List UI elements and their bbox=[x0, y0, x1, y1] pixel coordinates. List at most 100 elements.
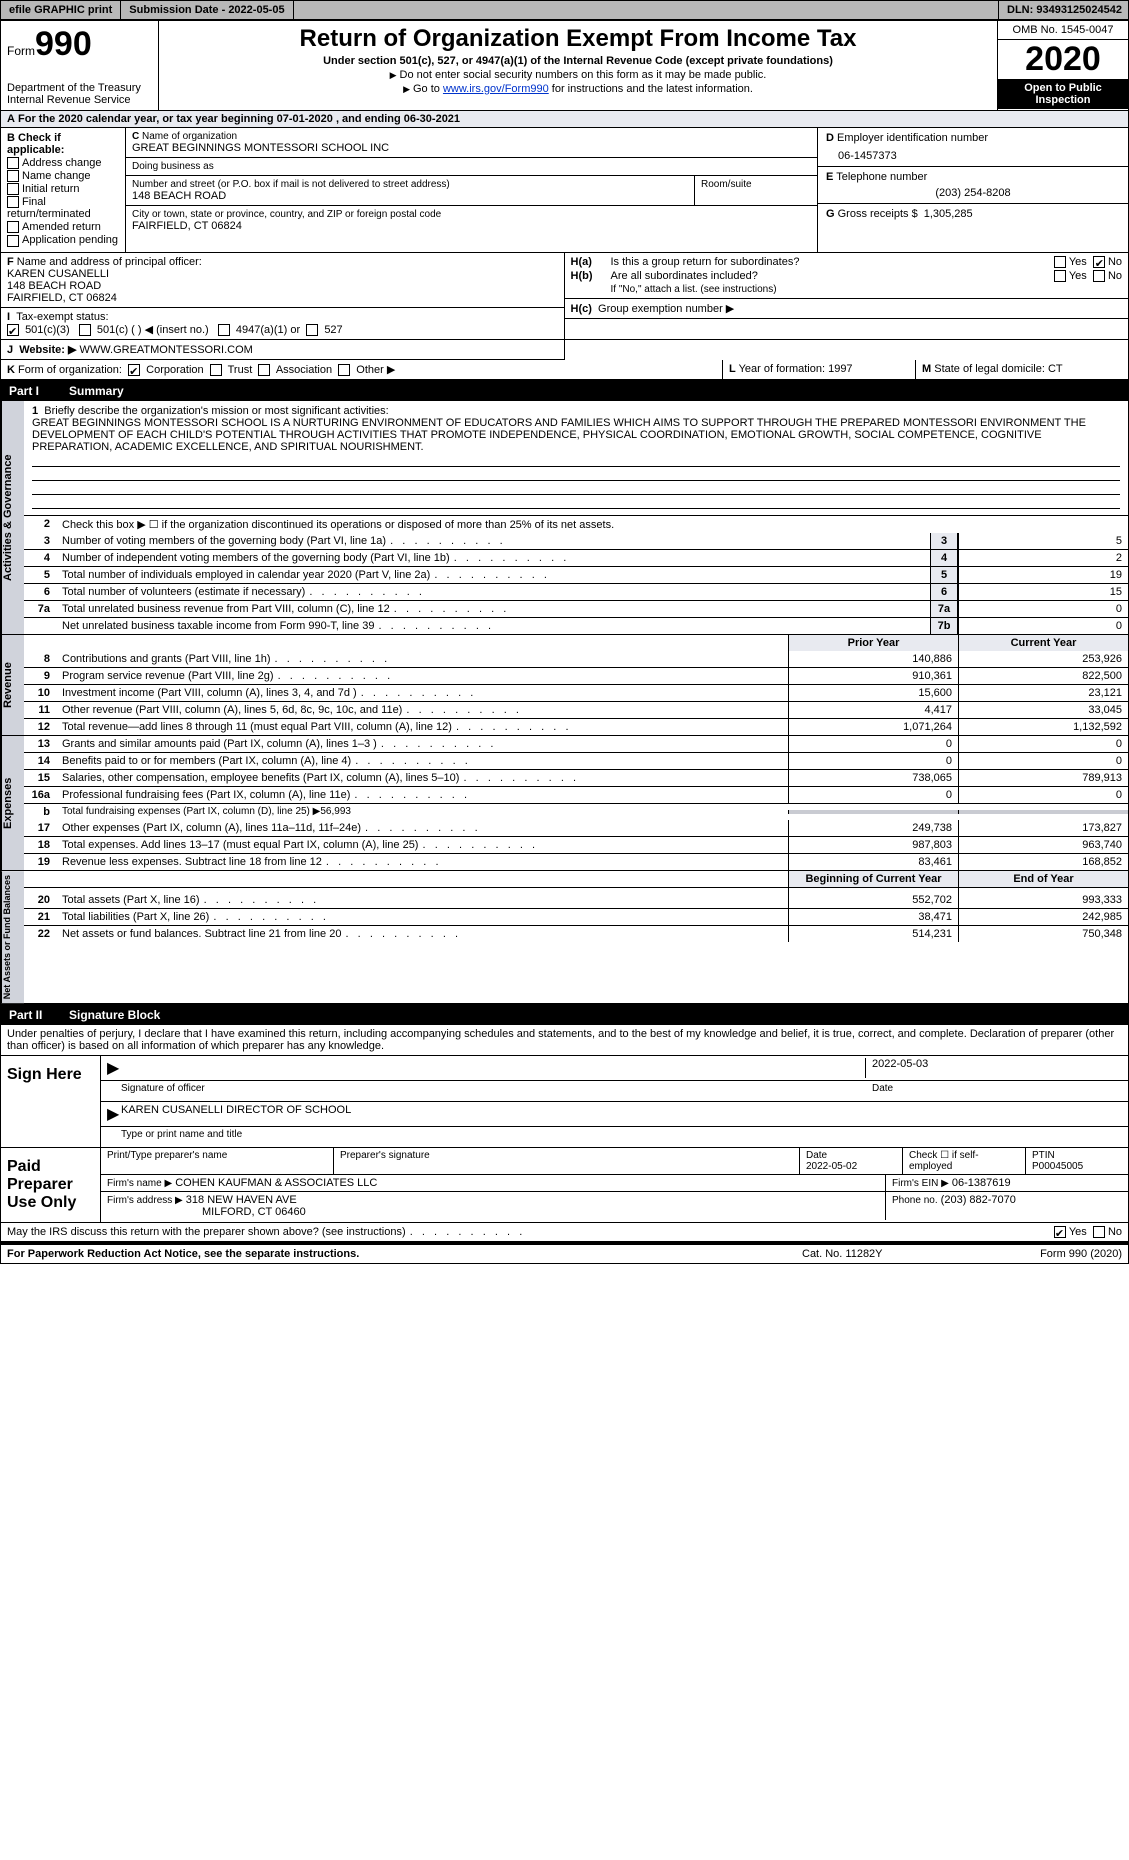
expenses-tab: Expenses bbox=[1, 736, 24, 870]
corp-check[interactable]: ✔ bbox=[128, 364, 140, 376]
paperwork-notice: For Paperwork Reduction Act Notice, see … bbox=[7, 1248, 802, 1260]
addr-change-check[interactable]: Address change bbox=[7, 157, 119, 169]
table-row: 14Benefits paid to or for members (Part … bbox=[24, 752, 1128, 769]
firm-name: COHEN KAUFMAN & ASSOCIATES LLC bbox=[175, 1177, 377, 1189]
dln-label: DLN: 93493125024542 bbox=[998, 1, 1128, 19]
table-row: 16aProfessional fundraising fees (Part I… bbox=[24, 786, 1128, 803]
firm-ein: 06-1387619 bbox=[952, 1177, 1011, 1189]
submission-date: Submission Date - 2022-05-05 bbox=[121, 1, 293, 19]
eoy-head: End of Year bbox=[958, 871, 1128, 887]
part-i-header: Part I Summary bbox=[1, 381, 1128, 401]
self-employed-check[interactable]: Check ☐ if self-employed bbox=[903, 1148, 1026, 1174]
name-change-check[interactable]: Name change bbox=[7, 170, 119, 182]
ptin-value: P00045005 bbox=[1032, 1161, 1083, 1172]
revenue-tab: Revenue bbox=[1, 635, 24, 735]
other-check[interactable] bbox=[338, 364, 350, 376]
discuss-question: May the IRS discuss this return with the… bbox=[7, 1226, 1054, 1238]
form-subtitle: Under section 501(c), 527, or 4947(a)(1)… bbox=[165, 55, 991, 67]
form-label: Form bbox=[7, 44, 35, 58]
ssn-note: Do not enter social security numbers on … bbox=[165, 69, 991, 81]
print-name-label: Type or print name and title bbox=[121, 1129, 242, 1145]
prep-name-label: Print/Type preparer's name bbox=[101, 1148, 334, 1174]
goto-post: for instructions and the latest informat… bbox=[549, 83, 753, 95]
discuss-no-check[interactable] bbox=[1093, 1226, 1105, 1238]
ha-yes-check[interactable] bbox=[1054, 256, 1066, 268]
table-row: 8Contributions and grants (Part VIII, li… bbox=[24, 651, 1128, 667]
501c-check[interactable] bbox=[79, 324, 91, 336]
hb-question: Are all subordinates included? bbox=[611, 270, 1003, 282]
current-year-head: Current Year bbox=[958, 635, 1128, 651]
form-header: Form990 Department of the Treasury Inter… bbox=[1, 21, 1128, 111]
final-return-check[interactable]: Final return/terminated bbox=[7, 196, 119, 220]
form-title: Return of Organization Exempt From Incom… bbox=[165, 25, 991, 53]
table-row: 9Program service revenue (Part VIII, lin… bbox=[24, 667, 1128, 684]
table-row: 13Grants and similar amounts paid (Part … bbox=[24, 736, 1128, 752]
501c3-check[interactable]: ✔ bbox=[7, 324, 19, 336]
ein-value: 06-1457373 bbox=[826, 150, 1120, 162]
efile-label: efile GRAPHIC print bbox=[1, 1, 121, 19]
irs-label: Internal Revenue Service bbox=[7, 94, 152, 106]
line2-text: Check this box ▶ ☐ if the organization d… bbox=[56, 516, 1128, 533]
year-formation-label: Year of formation: bbox=[739, 363, 825, 375]
firm-phone: (203) 882-7070 bbox=[941, 1194, 1016, 1206]
state-domicile-label: State of legal domicile: bbox=[934, 363, 1045, 375]
discuss-yes-check[interactable]: ✔ bbox=[1054, 1226, 1066, 1238]
website-value: WWW.GREATMONTESSORI.COM bbox=[79, 344, 252, 356]
4947-check[interactable] bbox=[218, 324, 230, 336]
prior-year-head: Prior Year bbox=[788, 635, 958, 651]
table-row: 20Total assets (Part X, line 16)552,7029… bbox=[24, 892, 1128, 908]
irs-link[interactable]: www.irs.gov/Form990 bbox=[443, 83, 549, 95]
officer-label: Name and address of principal officer: bbox=[17, 256, 202, 268]
table-row: 6Total number of volunteers (estimate if… bbox=[24, 583, 1128, 600]
website-label: Website: ▶ bbox=[19, 344, 76, 356]
sign-here-label: Sign Here bbox=[1, 1056, 101, 1147]
governance-tab: Activities & Governance bbox=[1, 401, 24, 634]
form-footer: Form 990 (2020) bbox=[982, 1248, 1122, 1260]
gross-receipts-label: Gross receipts $ bbox=[838, 208, 918, 220]
table-row: 22Net assets or fund balances. Subtract … bbox=[24, 925, 1128, 942]
table-row: 15Salaries, other compensation, employee… bbox=[24, 769, 1128, 786]
table-row: 10Investment income (Part VIII, column (… bbox=[24, 684, 1128, 701]
org-name: GREAT BEGINNINGS MONTESSORI SCHOOL INC bbox=[132, 142, 811, 154]
sign-date: 2022-05-03 bbox=[866, 1058, 1122, 1078]
mission-label: Briefly describe the organization's miss… bbox=[44, 405, 388, 417]
officer-print-name: KAREN CUSANELLI DIRECTOR OF SCHOOL bbox=[121, 1104, 351, 1124]
527-check[interactable] bbox=[306, 324, 318, 336]
prep-date: 2022-05-02 bbox=[806, 1161, 857, 1172]
table-row: 11Other revenue (Part VIII, column (A), … bbox=[24, 701, 1128, 718]
table-row: 3Number of voting members of the governi… bbox=[24, 533, 1128, 549]
cat-no: Cat. No. 11282Y bbox=[802, 1248, 982, 1260]
tax-exempt-label: Tax-exempt status: bbox=[16, 311, 108, 323]
ha-no-check[interactable]: ✔ bbox=[1093, 256, 1105, 268]
org-name-label: Name of organization bbox=[142, 131, 237, 142]
hb-no-check[interactable] bbox=[1093, 270, 1105, 282]
phone-label: Telephone number bbox=[836, 171, 927, 183]
hb-yes-check[interactable] bbox=[1054, 270, 1066, 282]
table-row: 19Revenue less expenses. Subtract line 1… bbox=[24, 853, 1128, 870]
street-value: 148 BEACH ROAD bbox=[132, 190, 688, 202]
hc-label: Group exemption number ▶ bbox=[598, 303, 734, 315]
officer-name: KAREN CUSANELLI bbox=[7, 268, 558, 280]
amended-return-check[interactable]: Amended return bbox=[7, 221, 119, 233]
phone-value: (203) 254-8208 bbox=[826, 187, 1120, 199]
line16b-current bbox=[958, 810, 1128, 814]
table-row: 12Total revenue—add lines 8 through 11 (… bbox=[24, 718, 1128, 735]
table-row: 7aTotal unrelated business revenue from … bbox=[24, 600, 1128, 617]
street-label: Number and street (or P.O. box if mail i… bbox=[132, 179, 688, 190]
firm-addr2: MILFORD, CT 06460 bbox=[202, 1206, 306, 1218]
calendar-year-line: For the 2020 calendar year, or tax year … bbox=[18, 113, 460, 125]
check-if-label: Check if applicable: bbox=[7, 132, 64, 156]
form-org-label: Form of organization: bbox=[18, 364, 122, 376]
officer-city: FAIRFIELD, CT 06824 bbox=[7, 292, 558, 304]
sig-date-label: Date bbox=[872, 1083, 1122, 1099]
hb-note: If "No," attach a list. (see instruction… bbox=[611, 284, 1123, 295]
open-to-public: Open to Public Inspection bbox=[998, 79, 1128, 109]
initial-return-check[interactable]: Initial return bbox=[7, 183, 119, 195]
table-row: 17Other expenses (Part IX, column (A), l… bbox=[24, 820, 1128, 836]
assoc-check[interactable] bbox=[258, 364, 270, 376]
identity-grid: B Check if applicable: Address change Na… bbox=[1, 128, 1128, 253]
officer-street: 148 BEACH ROAD bbox=[7, 280, 558, 292]
application-pending-check[interactable]: Application pending bbox=[7, 234, 119, 246]
city-value: FAIRFIELD, CT 06824 bbox=[132, 220, 811, 232]
trust-check[interactable] bbox=[210, 364, 222, 376]
